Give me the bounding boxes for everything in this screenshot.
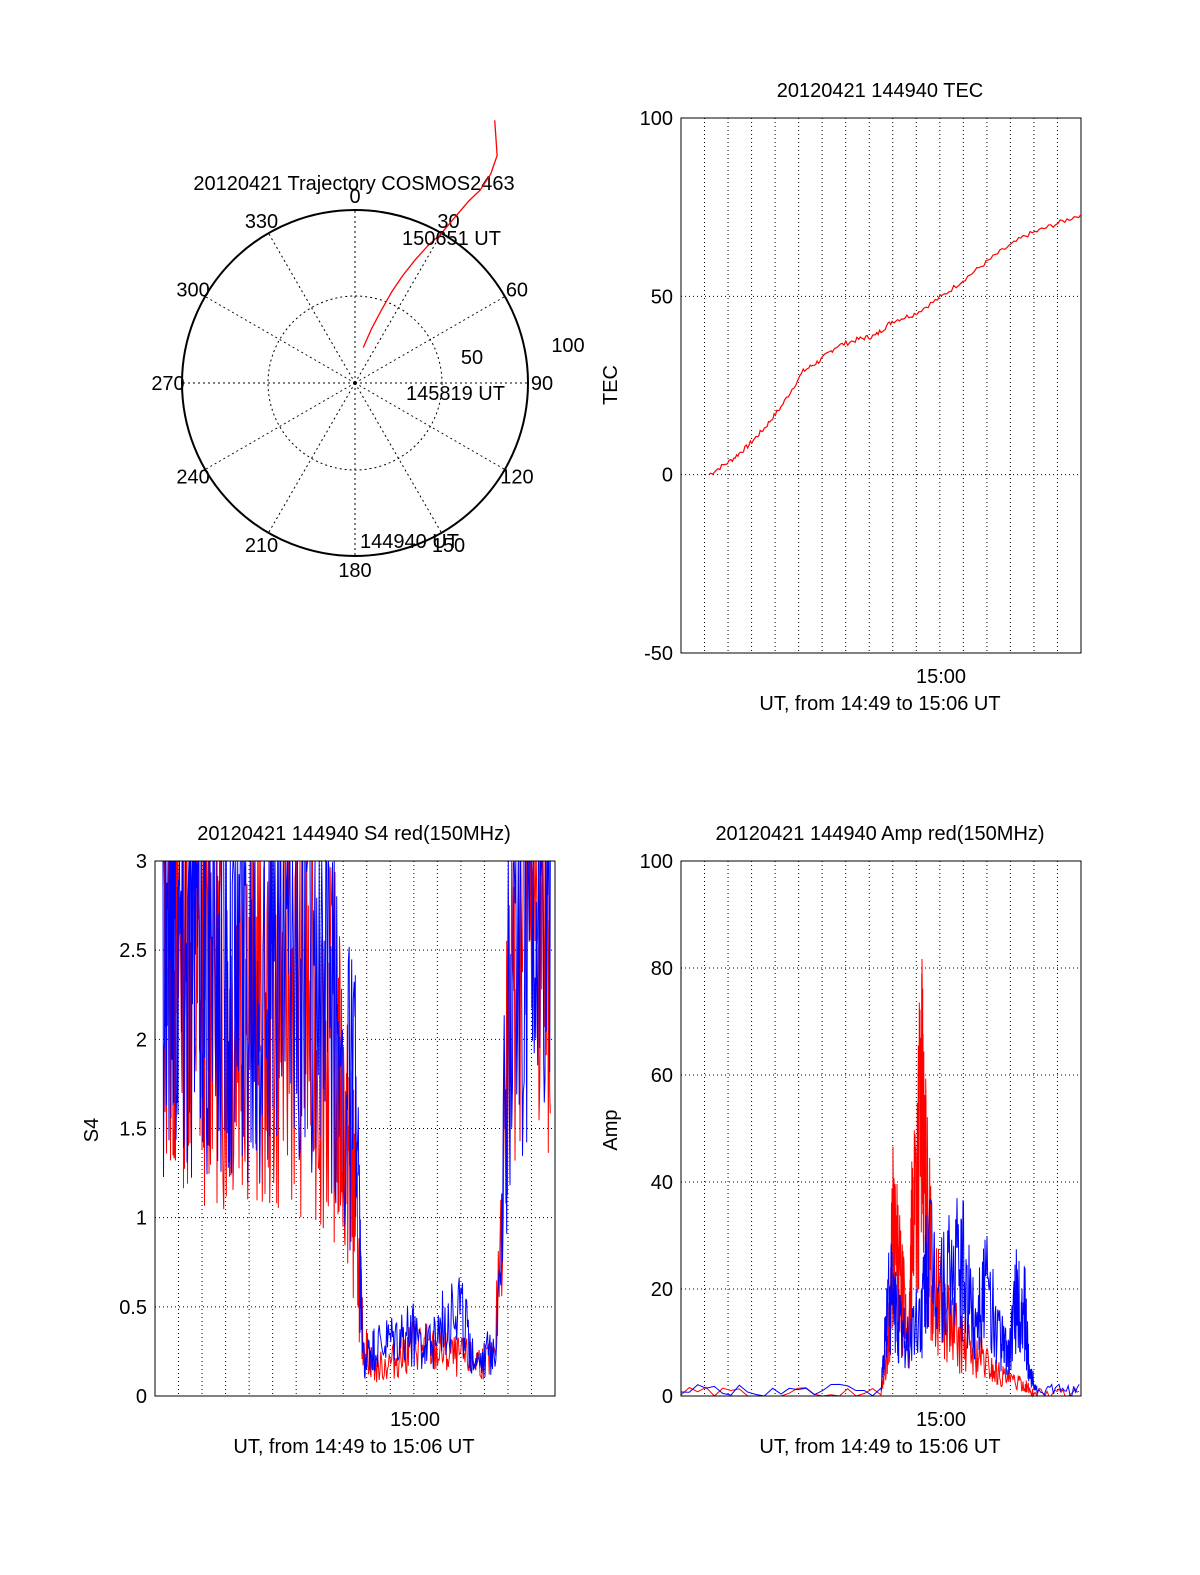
- polar-spoke-150: [354, 382, 442, 534]
- tec-gridlines: [681, 118, 1081, 653]
- tec-ytick-label: 0: [662, 465, 673, 487]
- s4-xtick-1500: 15:00: [390, 1409, 440, 1431]
- track-label-end: 150651 UT: [402, 228, 501, 250]
- polar-spoke-210: [268, 382, 356, 534]
- s4-ytick-label: 0: [136, 1386, 147, 1408]
- polar-azimuth-label: 330: [245, 211, 278, 233]
- polar-azimuth-label: 0: [349, 186, 360, 208]
- s4-frame: [154, 860, 556, 1397]
- polar-spokes: [182, 210, 528, 556]
- amp-ytick-label: 40: [651, 1172, 673, 1194]
- tec-ytick-label: 100: [640, 108, 673, 130]
- amp-ylabel: Amp: [600, 1109, 622, 1150]
- polar-spoke-300: [204, 296, 356, 384]
- polar-radial-label-50: 50: [461, 347, 483, 369]
- amp-panel: 20120421 144940 Amp red(150MHz) 100 80 60 4…: [600, 823, 1082, 1458]
- polar-spoke-30: [354, 232, 442, 384]
- s4-ylabel: S4: [81, 1118, 103, 1142]
- polar-spoke-330: [268, 232, 356, 384]
- amp-ytick-label: 60: [651, 1065, 673, 1087]
- polar-title: 20120421 Trajectory COSMOS2463: [193, 173, 514, 195]
- s4-ytick-label: 2: [136, 1029, 147, 1051]
- polar-azimuth-label: 30: [437, 211, 459, 233]
- polar-azimuth-label: 180: [338, 560, 371, 582]
- s4-ytick-label: 1: [136, 1208, 147, 1230]
- tec-ytick-label: -50: [644, 643, 673, 665]
- amp-series: [680, 958, 1080, 1398]
- amp-ytick-label: 80: [651, 958, 673, 980]
- polar-azimuth-label: 240: [176, 467, 209, 489]
- s4-xlabel: UT, from 14:49 to 15:06 UT: [233, 1436, 474, 1458]
- amp-y-tick-labels: 100 80 60 40 20 0: [640, 851, 673, 1408]
- polar-azimuth-label: 150: [432, 535, 465, 557]
- s4-y-tick-labels: 3 2.5 2 1.5 1 0.5 0: [119, 851, 147, 1408]
- s4-ytick-label: 1.5: [119, 1119, 147, 1141]
- amp-ytick-label: 100: [640, 851, 673, 873]
- track-label-start: 144940 UT: [360, 531, 459, 553]
- tec-xlabel: UT, from 14:49 to 15:06 UT: [759, 693, 1000, 715]
- s4-series-blue: [162, 859, 551, 1379]
- polar-azimuth-label: 270: [151, 373, 184, 395]
- polar-outer-circle: [181, 209, 529, 557]
- tec-title: 20120421 144940 TEC: [777, 80, 983, 102]
- polar-azimuth-label: 210: [245, 535, 278, 557]
- polar-spoke-240: [204, 382, 356, 470]
- polar-radial-label-100: 100: [551, 335, 584, 357]
- polar-azimuth-labels: 0 30 60 90 120 150 180 210 240 270 300 330: [151, 186, 553, 582]
- polar-azimuth-label: 60: [506, 280, 528, 302]
- polar-spoke-120: [354, 382, 506, 470]
- tec-ytick-label: 50: [651, 286, 673, 308]
- tec-ylabel: TEC: [600, 365, 622, 405]
- s4-ytick-label: 3: [136, 851, 147, 873]
- amp-series-blue: [680, 1198, 1080, 1397]
- tec-y-tick-labels: 100 50 0 -50: [640, 108, 673, 665]
- amp-xlabel: UT, from 14:49 to 15:06 UT: [759, 1436, 1000, 1458]
- amp-xtick-1500: 15:00: [916, 1409, 966, 1431]
- amp-title: 20120421 144940 Amp red(150MHz): [715, 823, 1044, 845]
- s4-series: [162, 859, 551, 1383]
- s4-ytick-label: 2.5: [119, 940, 147, 962]
- polar-azimuth-label: 300: [176, 280, 209, 302]
- tec-xtick-1500: 15:00: [916, 666, 966, 688]
- s4-ytick-label: 0.5: [119, 1297, 147, 1319]
- tec-frame: [680, 117, 1082, 654]
- polar-azimuth-label: 120: [500, 467, 533, 489]
- track-label-mid: 145819 UT: [406, 383, 505, 405]
- polar-plot: 20120421 Trajectory COSMOS2463 0 30 60 90 12…: [151, 120, 585, 582]
- s4-title: 20120421 144940 S4 red(150MHz): [197, 823, 511, 845]
- polar-azimuth-label: 90: [531, 373, 553, 395]
- polar-track-line: [362, 120, 498, 348]
- amp-ytick-label: 0: [662, 1386, 673, 1408]
- amp-gridlines: [681, 861, 1081, 1396]
- s4-panel: 20120421 144940 S4 red(150MHz) 3 2.5 2 1.5 1…: [81, 823, 556, 1458]
- tec-series-line: [708, 213, 1082, 476]
- polar-spoke-60: [354, 296, 506, 384]
- amp-frame: [680, 860, 1082, 1397]
- amp-ytick-label: 20: [651, 1279, 673, 1301]
